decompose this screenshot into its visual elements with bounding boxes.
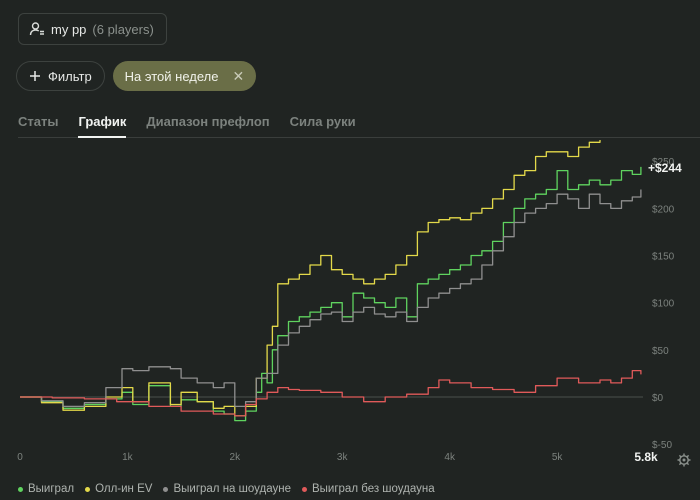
end-value-label: +$244 (648, 161, 682, 175)
legend-item-showdown[interactable]: Выиграл на шоудауне (163, 483, 291, 495)
period-label: На этой неделе (124, 68, 219, 84)
x-tick-label: 0 (17, 452, 23, 463)
x-tick-label: 2k (230, 452, 242, 463)
y-tick-label: $200 (652, 204, 675, 215)
x-tick-label: 4k (444, 452, 456, 463)
tab-preflop-range[interactable]: Диапазон префлоп (146, 114, 270, 129)
plus-icon (30, 71, 40, 81)
settings-gear-icon[interactable] (677, 453, 691, 467)
y-tick-label: $250 (652, 157, 675, 168)
legend-dot (18, 486, 23, 492)
legend-item-non-showdown[interactable]: Выиграл без шоудауна (301, 483, 435, 495)
tab-bar: Статы График Диапазон префлоп Сила руки (18, 114, 700, 138)
tab-stats[interactable]: Статы (18, 114, 59, 129)
filter-button[interactable]: Фильтр (16, 61, 105, 91)
x-tick-label: 5k (552, 452, 564, 463)
player-count: (6 players) (92, 21, 154, 37)
x-end-label: 5.8k (634, 450, 658, 464)
y-tick-label: $50 (652, 346, 669, 357)
y-tick-label: $-50 (652, 440, 672, 451)
y-tick-label: $100 (652, 299, 675, 310)
x-tick-label: 1k (122, 452, 134, 463)
legend-dot (163, 486, 169, 492)
legend-dot (301, 486, 307, 492)
tab-graph[interactable]: График (78, 114, 126, 138)
profit-chart: $300$250$200$150$100$50$0$-5001k2k3k4k5k… (17, 140, 691, 467)
x-tick-label: 3k (337, 452, 349, 463)
legend-item-allin-ev[interactable]: Олл-ин EV (85, 483, 152, 495)
chart-legend: Выиграл Олл-ин EV Выиграл на шоудауне Вы… (18, 483, 435, 495)
y-tick-label: $150 (652, 252, 675, 263)
player-selector[interactable]: my pp (6 players) (18, 13, 167, 45)
series-line-0 (20, 166, 642, 422)
series-line-1 (20, 140, 601, 417)
player-name: my pp (51, 21, 87, 37)
y-tick-label: $0 (652, 393, 664, 404)
tab-hand-strength[interactable]: Сила руки (289, 114, 356, 129)
legend-dot (85, 486, 91, 492)
filter-label: Фильтр (48, 68, 92, 84)
series-line-2 (20, 189, 642, 408)
series-line-3 (20, 369, 642, 417)
legend-item-won[interactable]: Выиграл (18, 483, 74, 495)
close-icon[interactable]: ✕ (232, 67, 245, 84)
user-filter-icon (29, 22, 44, 36)
period-filter-chip[interactable]: На этой неделе ✕ (112, 61, 257, 91)
